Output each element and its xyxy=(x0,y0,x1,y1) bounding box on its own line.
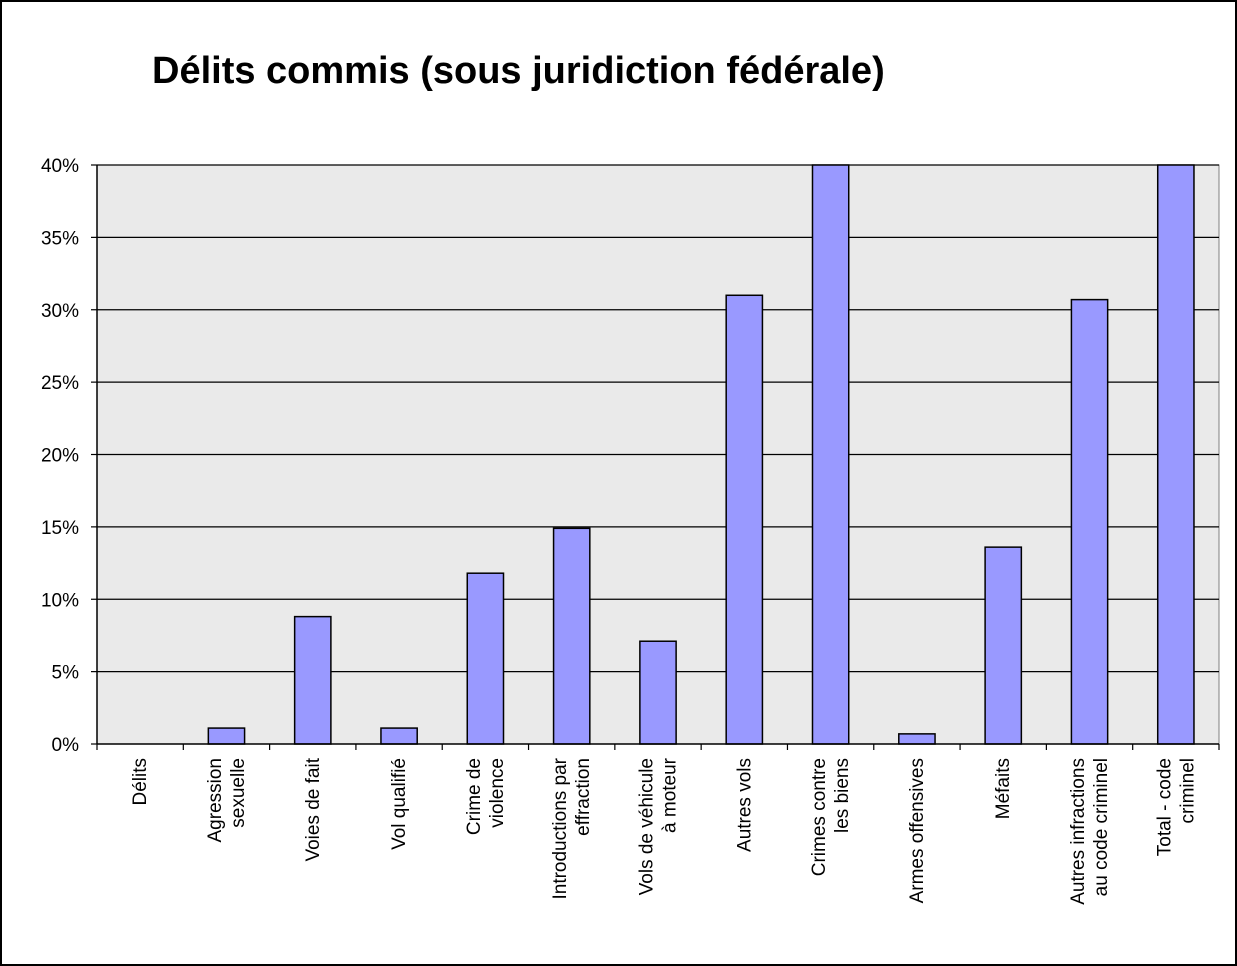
bar xyxy=(207,727,246,745)
x-tick-label-line: au code criminel xyxy=(1091,758,1112,896)
x-tick-label: Introductions par effraction xyxy=(550,757,594,899)
y-tick-label: 30% xyxy=(41,301,79,322)
x-tick-label-line: Crime de xyxy=(464,758,485,835)
x-tick-label-line: Vol qualifié xyxy=(389,758,410,850)
x-tick-label-line: Méfaits xyxy=(993,758,1014,819)
x-tick-label: Agression sexuelle xyxy=(205,758,249,843)
bar xyxy=(984,546,1023,745)
x-tick-label-line: Autres infractions xyxy=(1068,758,1089,905)
x-tick-label: Délits xyxy=(130,758,151,806)
x-tick-label: Crime de violence xyxy=(464,758,508,835)
x-tick-label: Vols de véhicule à moteur xyxy=(637,757,681,895)
x-tick-label-line: Introductions par xyxy=(550,757,571,899)
x-tick-label-line: les biens xyxy=(832,758,853,833)
x-tick-label-line: sexuelle xyxy=(228,758,249,828)
x-tick-label: Crimes contre les biens xyxy=(809,758,853,876)
x-tick-label-line: Délits xyxy=(130,758,151,806)
bar xyxy=(552,527,591,745)
bar xyxy=(639,640,677,745)
x-tick-label-line: à moteur xyxy=(660,757,681,833)
bar xyxy=(811,164,850,745)
x-tick-label-line: violence xyxy=(487,758,508,828)
bar xyxy=(725,294,764,745)
x-tick-label-line: effraction xyxy=(573,758,594,836)
x-tick-label-line: Vols de véhicule xyxy=(637,758,658,895)
chart-title: Délits commis (sous juridiction fédérale… xyxy=(152,50,885,92)
bar xyxy=(1156,164,1195,745)
y-tick-label: 10% xyxy=(41,590,79,611)
x-tick-label: Autres vols xyxy=(734,758,755,852)
x-tick-label-line: Armes offensives xyxy=(907,758,928,903)
bar xyxy=(1070,298,1109,745)
y-tick-label: 0% xyxy=(52,735,80,756)
bar xyxy=(380,727,418,745)
y-tick-label: 25% xyxy=(41,373,79,394)
y-tick-label: 15% xyxy=(41,518,79,539)
bar xyxy=(898,733,936,745)
y-tick-label: 20% xyxy=(41,446,79,467)
x-tick-label: Voies de fait xyxy=(303,757,324,861)
y-tick-label: 35% xyxy=(41,228,79,249)
x-tick-label: Armes offensives xyxy=(907,758,928,903)
x-tick-label-line: Autres vols xyxy=(734,758,755,852)
x-tick-label: Total - code criminel xyxy=(1154,758,1198,856)
x-tick-label: Autres infractions au code criminel xyxy=(1068,758,1112,905)
x-tick-label-line: Crimes contre xyxy=(809,758,830,876)
y-tick-label: 5% xyxy=(52,663,80,684)
y-tick-label: 40% xyxy=(41,156,79,177)
x-tick-label-line: Voies de fait xyxy=(303,757,324,861)
x-tick-label-line: Total - code xyxy=(1154,758,1175,856)
x-tick-label-line: Agression xyxy=(205,758,226,843)
x-tick-label-line: criminel xyxy=(1177,758,1198,823)
x-tick-label: Vol qualifié xyxy=(389,758,410,850)
bar xyxy=(293,615,332,745)
bar xyxy=(466,572,505,745)
x-tick-label: Méfaits xyxy=(993,758,1014,819)
